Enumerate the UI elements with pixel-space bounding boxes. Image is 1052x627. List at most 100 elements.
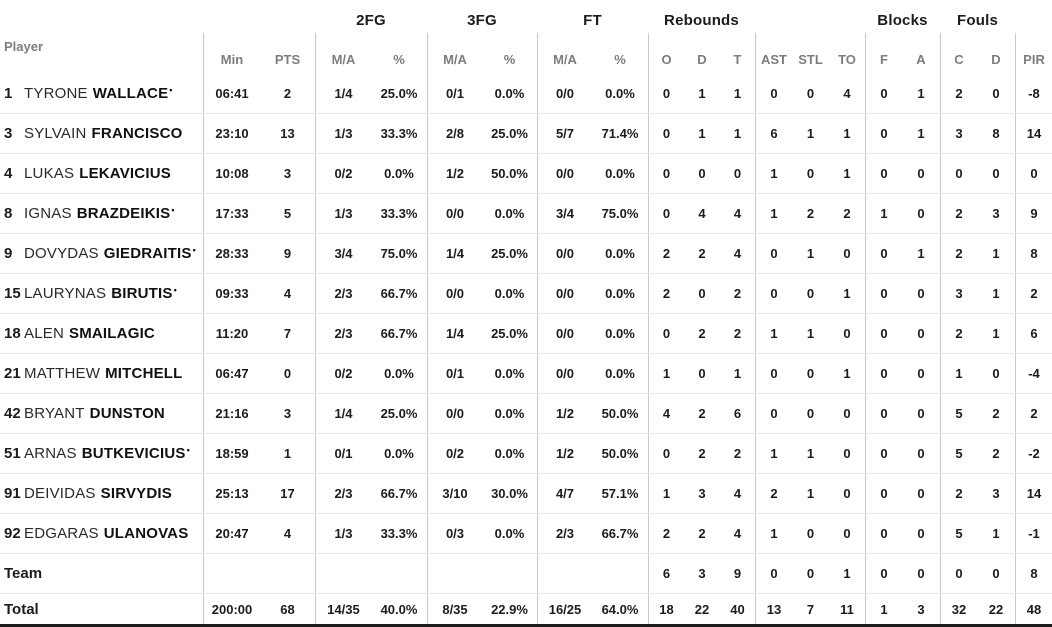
stat-reb-d: 2 [698, 406, 706, 421]
stat-min: 21:16 [203, 394, 260, 433]
stat-fg2-pct [371, 554, 427, 593]
stat-fg2-pct: 0.0% [384, 366, 414, 381]
jersey-number: 18 [4, 325, 21, 342]
stat-fg2-pct: 66.7% [380, 486, 418, 501]
stat-fg3-pct: 22.9% [491, 601, 528, 617]
stat-to: 1 [843, 286, 851, 301]
stat-reb-o: 0 [648, 154, 684, 193]
stat-blk-f: 0 [865, 354, 902, 393]
stat-ft-ma: 1/2 [537, 434, 592, 473]
player-cell: 1 TYRONE WALLACE• [0, 74, 203, 113]
stat-foul-d: 3 [992, 206, 1000, 221]
stat-fg3-ma: 3/10 [427, 474, 482, 513]
col-header-2fg-ma: M/A [315, 33, 371, 74]
stat-reb-o: 6 [648, 554, 684, 593]
stat-pts: 2 [283, 86, 292, 101]
player-link[interactable]: DOVYDAS GIEDRAITIS• [24, 245, 196, 262]
stat-reb-t: 0 [733, 166, 742, 181]
player-link[interactable]: ARNAS BUTKEVICIUS• [24, 445, 190, 462]
stat-ast: 0 [755, 274, 792, 313]
stat-fg2-ma: 1/4 [315, 394, 371, 433]
stat-fg3-pct [482, 554, 537, 593]
player-first-name: IGNAS [24, 205, 72, 222]
stat-fg3-pct: 0.0% [494, 86, 525, 101]
stat-to: 0 [843, 526, 851, 541]
stat-fg2-ma: 1/3 [315, 194, 371, 233]
player-link[interactable]: DEIVIDAS SIRVYDIS [24, 485, 172, 502]
stat-blk-a: 1 [917, 86, 925, 101]
player-cell: 91 DEIVIDAS SIRVYDIS [0, 474, 203, 513]
stat-fg2-ma: 1/3 [315, 514, 371, 553]
stat-foul-d: 2 [992, 406, 1000, 421]
player-link[interactable]: ALEN SMAILAGIC [24, 325, 155, 342]
stat-ft-ma: 0/0 [537, 354, 592, 393]
stat-pir: -1 [1015, 514, 1052, 553]
stat-blk-f: 0 [865, 314, 902, 353]
stat-pts: 3 [283, 166, 292, 181]
player-link[interactable]: EDGARAS ULANOVAS [24, 525, 188, 542]
stat-reb-t: 4 [733, 486, 742, 501]
player-link[interactable]: LAURYNAS BIRUTIS• [24, 285, 177, 302]
stat-ft-pct: 0.0% [605, 166, 635, 181]
stat-blk-a: 0 [917, 406, 925, 421]
player-link[interactable]: IGNAS BRAZDEIKIS• [24, 205, 175, 222]
player-link[interactable]: BRYANT DUNSTON [24, 405, 165, 422]
stat-min: 28:33 [203, 234, 260, 273]
table-body: 1 TYRONE WALLACE• 06:41 2 1/4 25.0% 0/1 0.0% 0/0 0… [0, 74, 1052, 627]
stat-fg3-pct: 0.0% [494, 446, 525, 461]
stat-stl: 0 [806, 366, 815, 381]
stat-pts: 7 [283, 326, 292, 341]
col-header-foul-d: D [991, 52, 1001, 67]
stat-ast: 1 [755, 194, 792, 233]
group-header-ft: FT [583, 12, 602, 29]
player-link[interactable]: TYRONE WALLACE• [24, 85, 172, 102]
stat-pts: 9 [283, 246, 292, 261]
stat-ft-ma: 4/7 [537, 474, 592, 513]
stat-foul-d: 1 [992, 246, 1000, 261]
stat-fg2-ma: 1/4 [315, 74, 371, 113]
jersey-number: 8 [4, 205, 13, 222]
player-last-name: DUNSTON [89, 405, 165, 422]
col-header-ast: AST [755, 33, 792, 74]
stat-pts: 4 [283, 286, 292, 301]
player-link[interactable]: SYLVAIN FRANCISCO [24, 125, 183, 142]
stat-pir: -8 [1015, 74, 1052, 113]
stat-ast: 0 [755, 394, 792, 433]
stat-foul-d: 1 [992, 526, 1000, 541]
player-cell: 3 SYLVAIN FRANCISCO [0, 114, 203, 153]
stat-fg2-ma [315, 554, 371, 593]
team-label: Team [4, 565, 43, 582]
col-header-blk-a: A [916, 52, 926, 67]
stat-fg3-ma: 1/4 [427, 314, 482, 353]
stat-to: 0 [843, 246, 851, 261]
stat-min: 09:33 [203, 274, 260, 313]
stat-fg2-pct: 33.3% [380, 126, 418, 141]
starter-marker: • [173, 285, 177, 295]
stat-pir: -4 [1015, 354, 1052, 393]
stat-ft-pct: 0.0% [605, 286, 635, 301]
player-first-name: DOVYDAS [24, 245, 99, 262]
player-link[interactable]: MATTHEW MITCHELL [24, 365, 183, 382]
stat-foul-c: 5 [940, 394, 977, 433]
stat-min: 10:08 [203, 154, 260, 193]
stat-pir: -2 [1015, 434, 1052, 473]
stat-to: 1 [843, 126, 851, 141]
stat-fg2-pct: 66.7% [380, 326, 418, 341]
stat-stl: 0 [806, 406, 815, 421]
stat-blk-f: 0 [865, 434, 902, 473]
stat-pir: 8 [1015, 234, 1052, 273]
stat-min: 23:10 [203, 114, 260, 153]
column-header-row: Player Min PTS M/A % M/A % M/A % O D T A… [0, 33, 1052, 74]
stat-pir: 9 [1015, 194, 1052, 233]
stat-min: 25:13 [203, 474, 260, 513]
stat-stl: 0 [806, 286, 815, 301]
group-header-blocks: Blocks [877, 12, 928, 29]
stat-blk-a: 0 [917, 486, 925, 501]
stat-blk-f: 1 [865, 194, 902, 233]
stat-blk-f: 1 [865, 594, 902, 624]
stat-fg3-pct: 25.0% [491, 246, 528, 261]
player-cell: 51 ARNAS BUTKEVICIUS• [0, 434, 203, 473]
stat-fg3-pct: 30.0% [491, 486, 528, 501]
player-link[interactable]: LUKAS LEKAVICIUS [24, 165, 171, 182]
stat-reb-o: 0 [648, 434, 684, 473]
